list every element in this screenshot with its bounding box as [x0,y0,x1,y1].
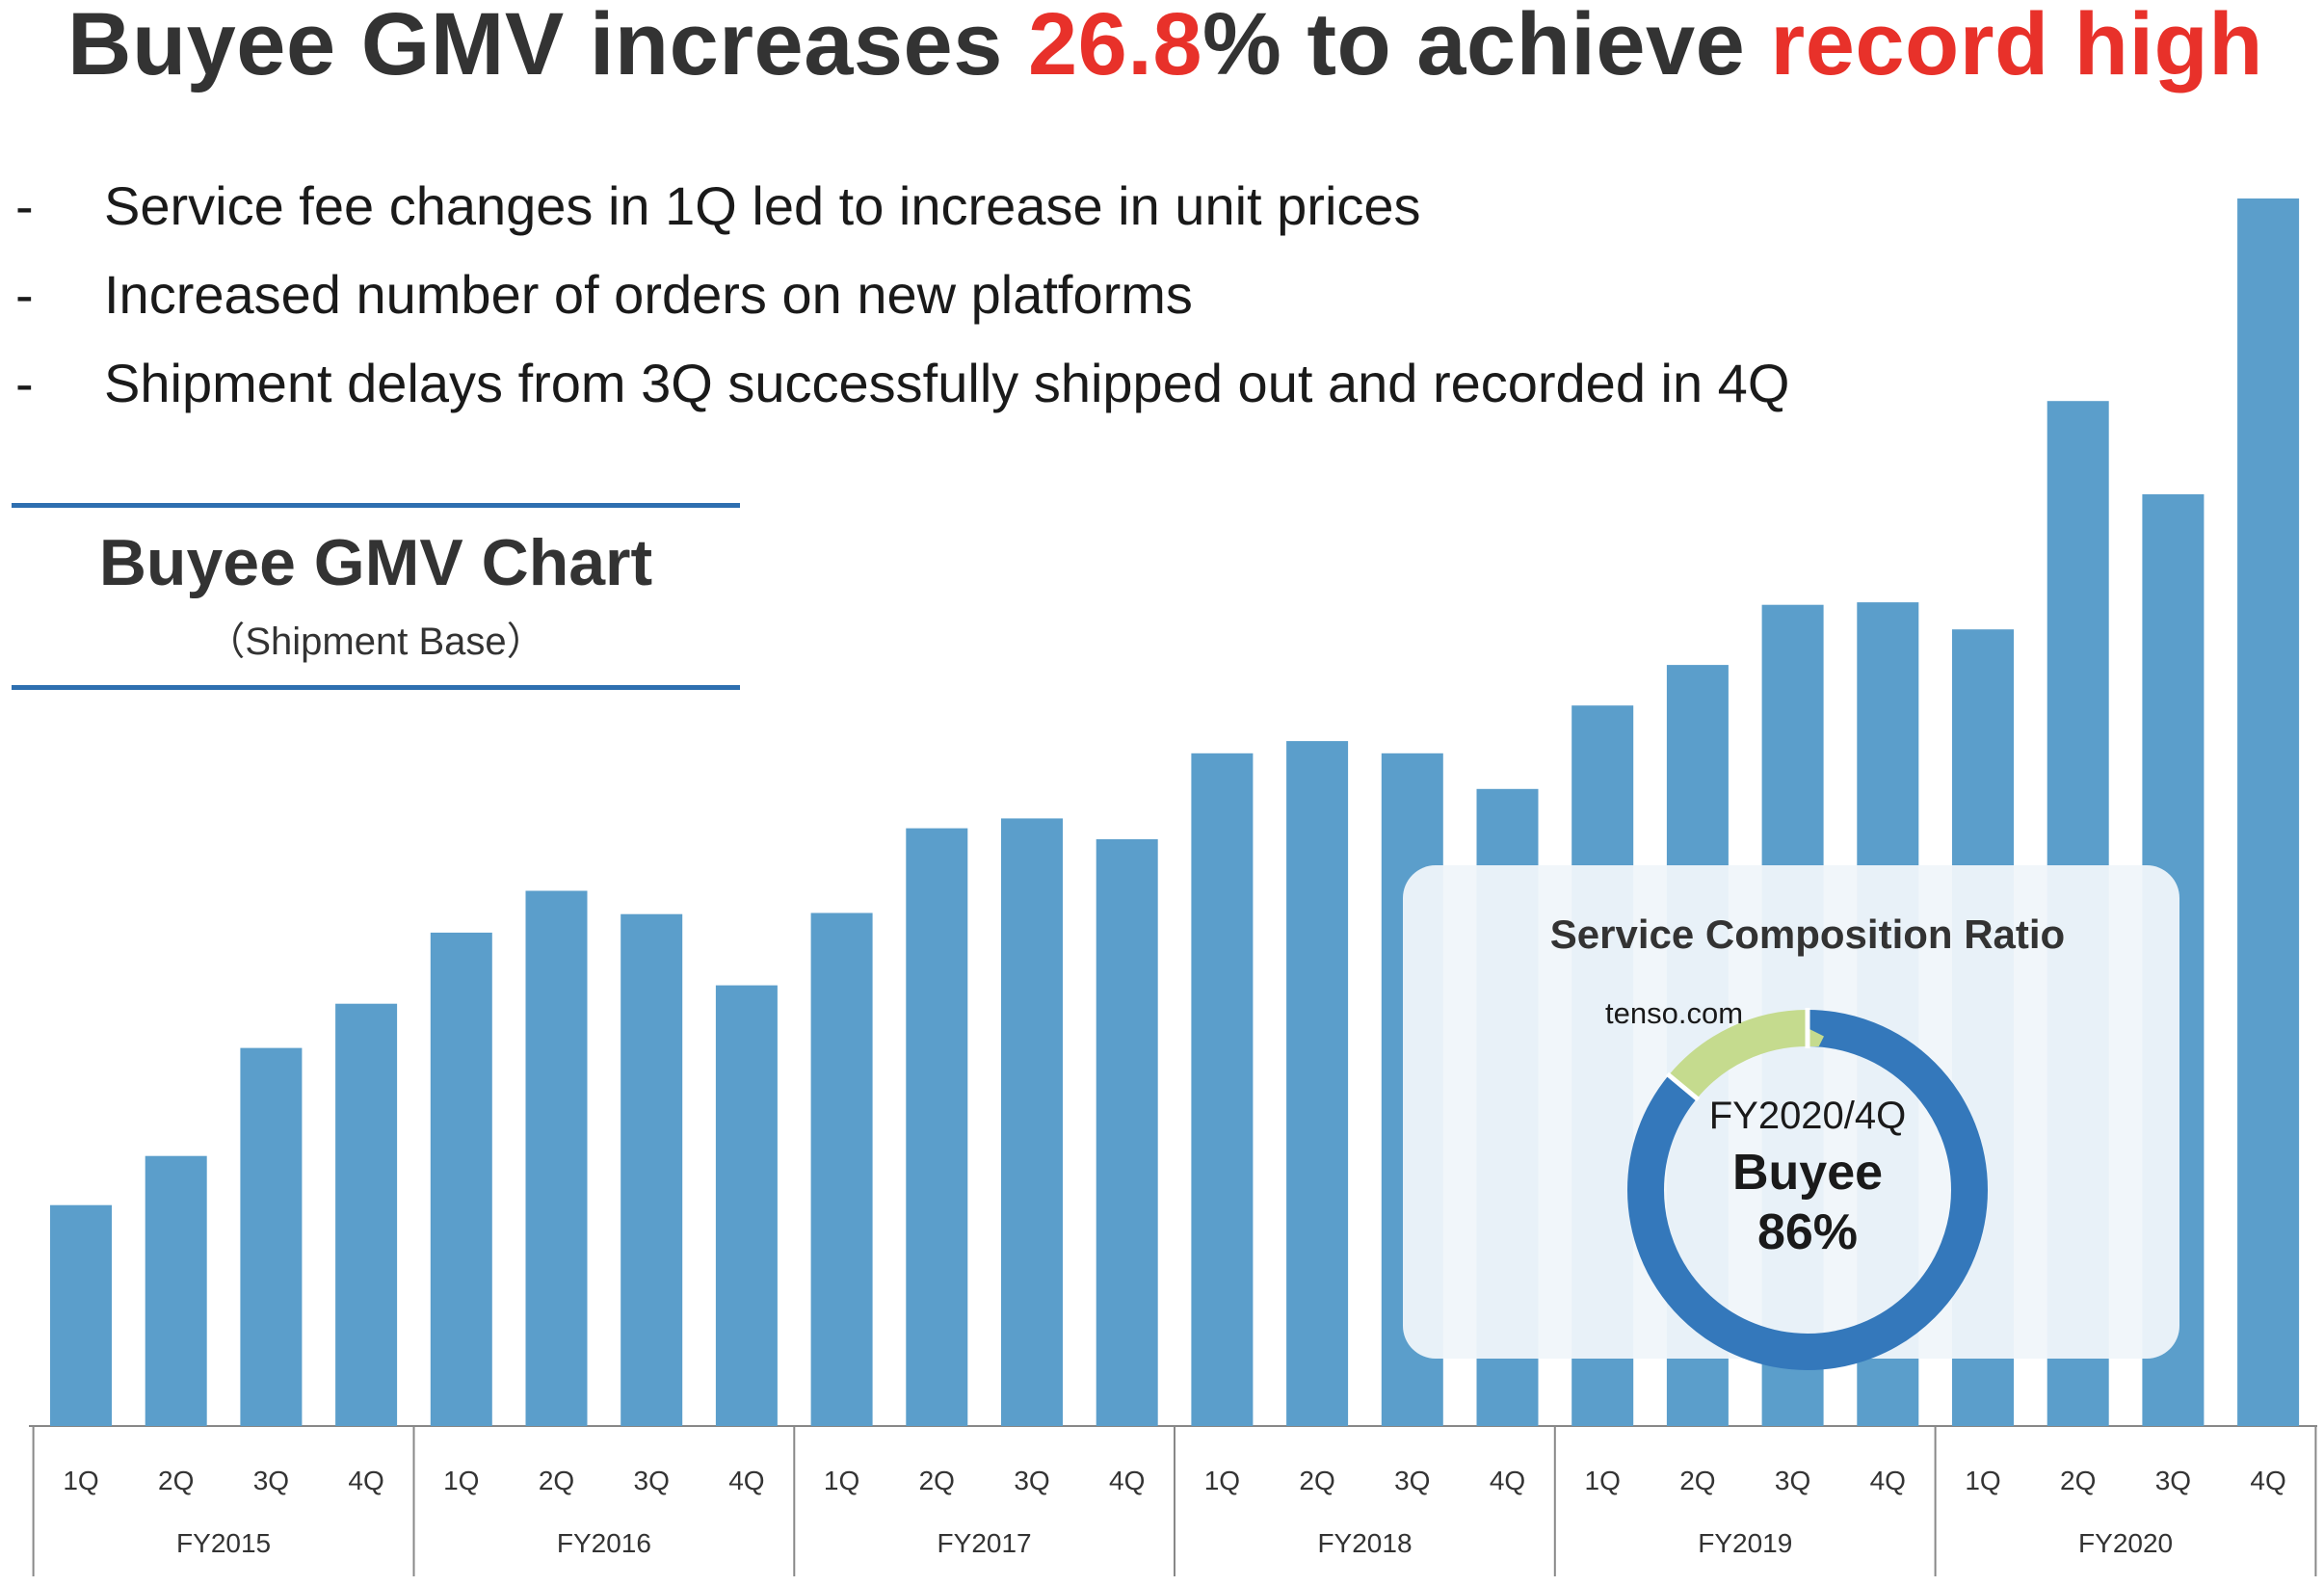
service-composition-panel: Service Composition Ratio tenso.com FY20… [1403,865,2179,1370]
quarter-tick-label: 1Q [1585,1466,1621,1495]
chart-title: Buyee GMV Chart [98,526,653,599]
headline-growth-rate: 26.8 [1027,0,1202,93]
bar-fy2017-2q [906,828,968,1426]
bullet-dash: - [15,264,34,325]
bullet-text: Service fee changes in 1Q led to increas… [104,175,1421,236]
headline-part1: Buyee GMV increases [67,0,1028,93]
tenso-label: tenso.com [1605,996,1744,1030]
quarter-tick-label: 2Q [1679,1466,1715,1495]
headline: Buyee GMV increases 26.8% to achieve rec… [67,0,2312,95]
quarter-tick-label: 3Q [1775,1466,1810,1495]
quarter-tick-label: 4Q [1109,1466,1145,1495]
bullet-dash: - [15,175,34,236]
bar-fy2020-4q [2237,198,2300,1426]
quarter-tick-label: 4Q [728,1466,764,1495]
bar-fy2017-4q [1096,839,1158,1426]
fiscal-year-label: FY2017 [938,1528,1032,1558]
fiscal-year-label: FY2018 [1317,1528,1412,1558]
quarter-tick-label: 4Q [1490,1466,1525,1495]
bullet-item: - Shipment delays from 3Q successfully sh… [10,339,1789,428]
bar-fy2016-2q [525,890,588,1426]
bullet-dash: - [15,353,34,413]
composition-period: FY2020/4Q [1708,1095,1907,1137]
composition-title: Service Composition Ratio [1549,912,2066,957]
quarter-tick-label: 3Q [253,1466,289,1495]
quarter-tick-label: 1Q [443,1466,479,1495]
chart-title-block: Buyee GMV Chart （Shipment Base） [12,503,740,690]
quarter-tick-label: 1Q [824,1466,859,1495]
bullet-item: - Service fee changes in 1Q led to increa… [10,162,1789,251]
composition-main-label: Buyee [1731,1145,1884,1201]
bullet-item: - Increased number of orders on new platf… [10,251,1789,339]
donut-center-label: FY2020/4Q Buyee 86% [1624,1095,1991,1261]
quarter-tick-label: 1Q [63,1466,98,1495]
bar-fy2016-4q [715,985,778,1426]
bullet-text: Shipment delays from 3Q successfully shi… [104,353,1790,413]
bar-fy2015-3q [240,1047,303,1426]
bar-fy2016-3q [621,913,683,1426]
bar-fy2018-1q [1191,753,1254,1426]
composition-donut-chart [1627,1008,1988,1370]
quarter-tick-label: 3Q [1394,1466,1430,1495]
quarter-tick-label: 4Q [2250,1466,2285,1495]
composition-main-percent: 86% [1756,1204,1859,1260]
bar-fy2015-2q [145,1155,207,1426]
bar-fy2016-1q [430,932,492,1426]
bar-fy2017-3q [1001,818,1063,1426]
bar-fy2017-1q [810,912,873,1426]
quarter-tick-label: 4Q [348,1466,383,1495]
headline-record-high: record high [1770,0,2263,93]
quarter-tick-label: 2Q [1299,1466,1334,1495]
bar-fy2018-2q [1286,741,1349,1426]
quarter-tick-label: 1Q [1965,1466,2000,1495]
quarter-tick-label: 4Q [1870,1466,1906,1495]
bullet-list: - Service fee changes in 1Q led to increa… [10,162,1789,428]
quarter-tick-label: 3Q [634,1466,670,1495]
bar-fy2015-1q [50,1204,112,1426]
quarter-tick-label: 3Q [2155,1466,2191,1495]
chart-subtitle: （Shipment Base） [206,621,545,663]
fiscal-year-label: FY2016 [557,1528,651,1558]
quarter-tick-label: 2Q [158,1466,194,1495]
bullet-text: Increased number of orders on new platfo… [104,264,1193,325]
headline-part2: % to achieve [1202,0,1771,93]
quarter-tick-label: 2Q [2060,1466,2096,1495]
fiscal-year-label: FY2015 [176,1528,271,1558]
quarter-tick-label: 1Q [1204,1466,1240,1495]
quarter-tick-label: 2Q [919,1466,955,1495]
quarter-tick-label: 3Q [1014,1466,1049,1495]
bar-fy2015-4q [335,1003,398,1426]
fiscal-year-label: FY2020 [2078,1528,2173,1558]
donut-segment-divider [1665,1071,1701,1102]
quarter-tick-label: 2Q [539,1466,574,1495]
fiscal-year-label: FY2019 [1698,1528,1792,1558]
